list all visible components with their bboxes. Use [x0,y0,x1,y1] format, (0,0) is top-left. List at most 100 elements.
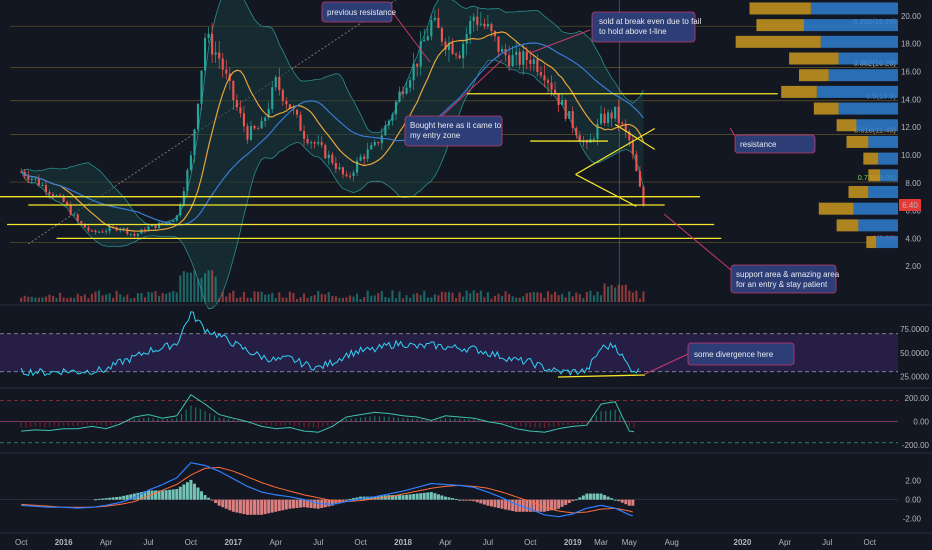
divergence-callout[interactable] [687,342,795,366]
sold-break-even-text-2: to hold above t-line [599,27,667,36]
macd-histogram-bar [606,496,610,500]
price-tick-label: 20.00 [901,12,922,21]
volume-bar [225,296,228,302]
volume-bar [186,272,189,302]
candle-body [352,172,355,176]
candle-body [295,109,299,115]
candle-body [628,131,631,141]
candle-body [62,195,65,202]
bollinger-upper [20,0,644,226]
volume-bar [529,292,532,302]
macd-histogram-bar [390,495,394,500]
candle-body [504,49,507,56]
macd-histogram-bar [132,493,136,500]
macd-histogram-bar [288,499,292,509]
candle-body [48,192,51,195]
macd-histogram-bar [267,499,271,514]
macd-histogram-bar [242,499,246,515]
macd-histogram-bar [231,499,235,512]
bought-here-text-1: Bought here as it came to [410,121,502,130]
candle-body [324,144,327,159]
volume-bar [401,298,405,302]
volume-bar [338,297,341,302]
bought-here-pointer [439,59,503,119]
volume-bar [391,290,394,302]
volume-bar [444,292,447,302]
candle-body [469,20,472,35]
volume-bar [324,294,327,302]
bought-here-callout[interactable] [404,115,503,147]
macd-histogram-bar [143,491,147,500]
moving-average-fast [20,31,644,232]
candle-body [264,117,267,122]
macd-histogram-bar [617,499,621,502]
macd-histogram-bar [299,499,303,508]
macd-histogram-bar [451,498,455,500]
candle-body [366,149,369,159]
volume-bar [189,272,192,302]
candle-body [44,185,48,193]
volume-bar [515,297,518,302]
time-tick-label: 2017 [224,538,242,547]
price-tick-label: 4.00 [905,234,921,243]
volume-bar [66,298,69,302]
previous-resistance-callout[interactable] [321,1,393,23]
candle-body [631,140,634,155]
volume-bar [525,293,528,302]
candle-body [546,80,550,83]
time-tick-label: Apr [100,538,113,547]
macd-histogram-bar [344,499,348,501]
macd-histogram-bar [599,493,603,500]
candle-body [578,135,581,142]
macd-histogram-bar [189,479,193,500]
macd-pane[interactable]: 2.00 0.00 -2.00 [0,461,922,524]
volume-bar [479,290,482,302]
candle-body [239,107,242,114]
macd-histogram-bar [557,499,561,509]
macd-histogram-bar [281,499,285,511]
price-pane[interactable]: 0.236(19.26)0.382(16.28)0.5(13.9)0.618(1… [0,0,932,534]
resistance-callout[interactable] [734,134,816,154]
candle-body [196,103,200,130]
oscillator-pane[interactable]: 200.00 0.00 -200.00 [0,394,930,450]
macd-histogram-bar [578,497,582,500]
time-tick-label: 2016 [55,538,73,547]
candle-body [105,231,108,233]
sold-break-even-callout[interactable] [591,11,696,43]
volume-bar [48,294,51,302]
last-price-label: 6.40 [902,201,918,210]
time-tick-label: Apr [270,538,283,547]
candle-body [30,178,33,180]
macd-histogram-bar [610,498,614,500]
volume-bar [133,297,136,302]
candle-body [363,156,366,159]
candle-body [557,94,560,106]
volume-bar [348,295,352,302]
macd-histogram-bar [203,495,207,500]
support-resistance-lines[interactable] [0,0,778,302]
macd-line [21,461,633,518]
macd-histogram-bar [394,495,398,500]
macd-histogram-bar [419,493,423,500]
candle-body [51,194,55,197]
support-area-text-2: for an entry & stay patient [736,280,828,289]
candle-body [398,91,401,102]
volume-bar [253,291,256,302]
volume-bar [585,291,588,302]
macd-histogram-bar [125,495,129,500]
annotations[interactable]: previous resistance sold at break even d… [321,1,840,375]
candle-body [317,142,320,144]
volume-bar [218,298,221,302]
candle-body [419,41,422,67]
volume-profile-blue [880,169,898,182]
macd-histogram-bar [238,499,242,514]
candle-body [87,227,90,231]
macd-histogram-bar [369,496,373,500]
candle-body [511,54,514,67]
volume-profile-blue [868,135,898,148]
candle-body [154,224,157,229]
volume-bar [69,297,72,302]
candle-body [147,226,150,232]
support-area-callout[interactable] [730,264,837,294]
